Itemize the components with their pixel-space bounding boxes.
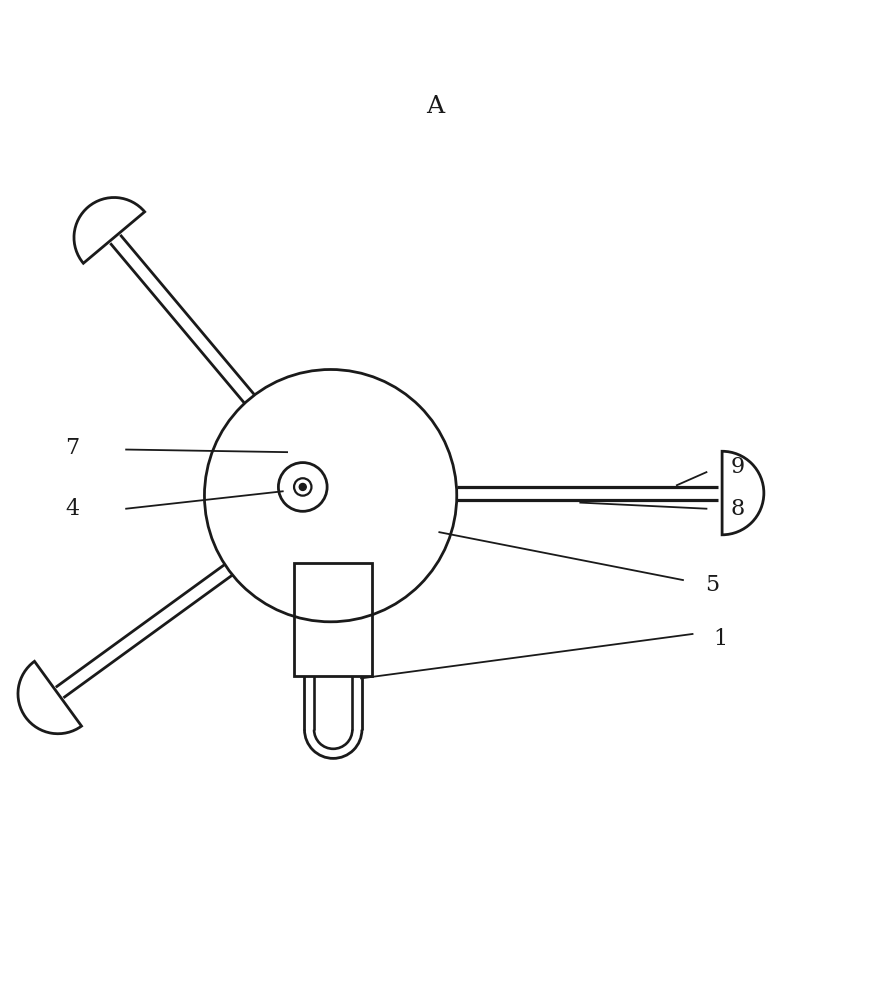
Text: 5: 5 xyxy=(704,574,718,596)
Text: 1: 1 xyxy=(713,628,726,650)
Text: 9: 9 xyxy=(730,456,744,478)
Circle shape xyxy=(299,483,306,490)
Text: 8: 8 xyxy=(730,498,744,520)
Text: 7: 7 xyxy=(65,437,79,459)
Bar xyxy=(294,563,372,676)
Text: A: A xyxy=(426,95,443,118)
Text: 4: 4 xyxy=(65,498,79,520)
